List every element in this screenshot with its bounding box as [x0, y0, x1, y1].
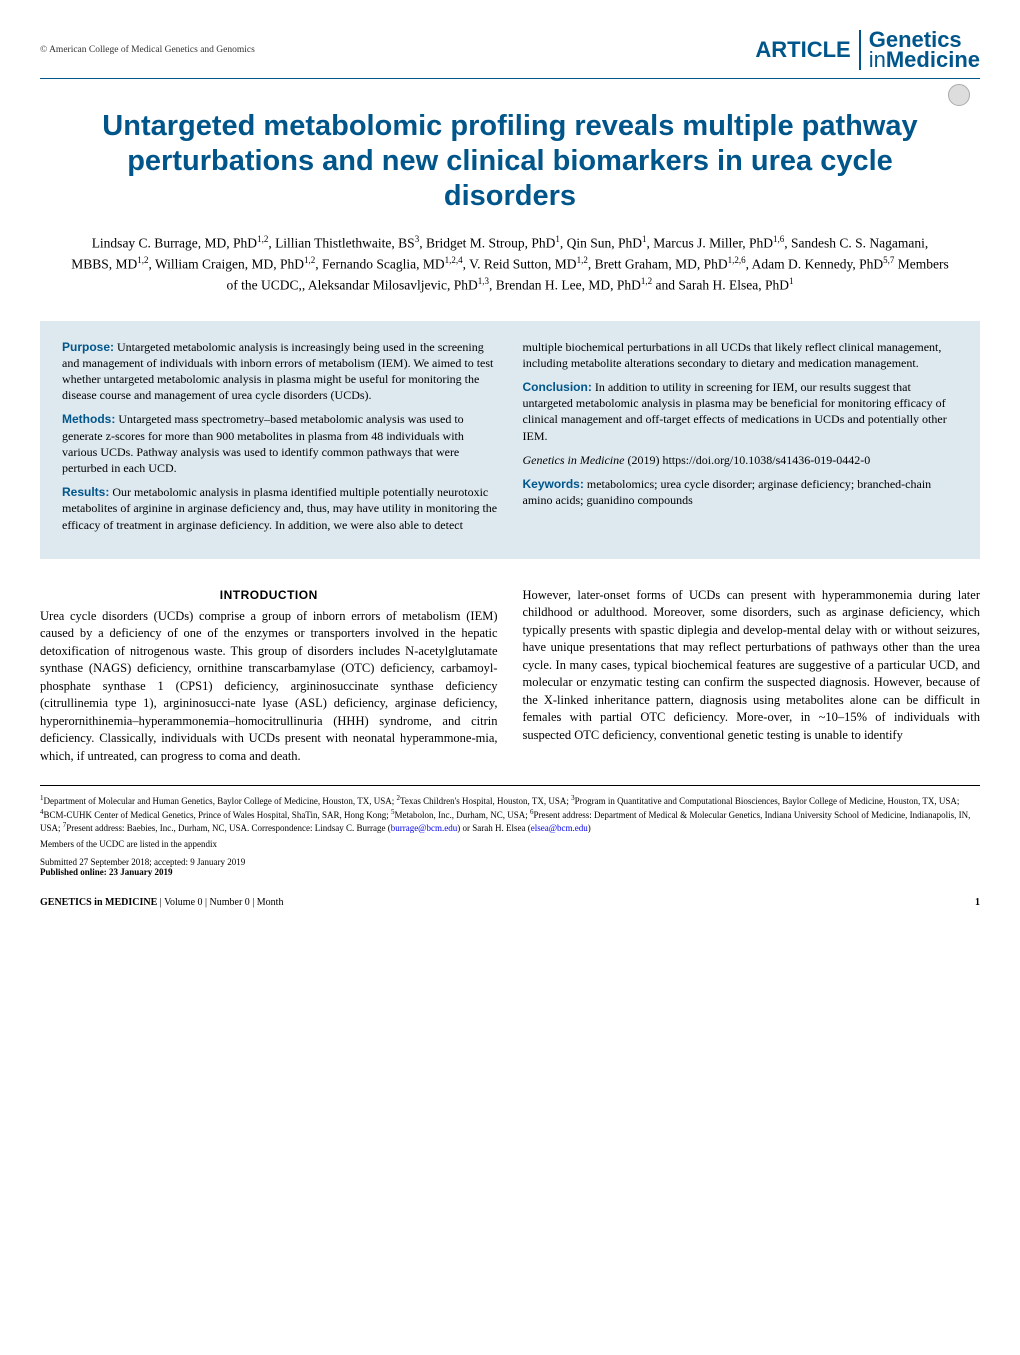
results-label: Results: — [62, 485, 109, 499]
intro-col1-text: Urea cycle disorders (UCDs) comprise a g… — [40, 608, 498, 766]
body-columns: INTRODUCTION Urea cycle disorders (UCDs)… — [40, 587, 980, 765]
appendix-note: Members of the UCDC are listed in the ap… — [40, 839, 980, 849]
citation-rest: (2019) https://doi.org/10.1038/s41436-01… — [624, 453, 870, 467]
methods-text: Untargeted mass spectrometry–based metab… — [62, 412, 464, 475]
authors-block: Lindsay C. Burrage, MD, PhD1,2, Lillian … — [70, 233, 950, 295]
footer-row: GENETICS in MEDICINE | Volume 0 | Number… — [40, 897, 980, 908]
abstract-right-col: multiple biochemical perturbations in al… — [523, 339, 959, 541]
brand-divider — [859, 30, 861, 70]
results-text: Our metabolomic analysis in plasma ident… — [62, 485, 497, 531]
results-continued: multiple biochemical perturbations in al… — [523, 339, 959, 371]
citation-journal: Genetics in Medicine — [523, 453, 625, 467]
published-online: Published online: 23 January 2019 — [40, 867, 980, 877]
footer-volume: | Volume 0 | Number 0 | Month — [157, 897, 283, 908]
brand-inmedicine: inMedicine — [869, 50, 980, 70]
article-title: Untargeted metabolomic profiling reveals… — [100, 109, 920, 213]
purpose-label: Purpose: — [62, 340, 114, 354]
body-left-col: INTRODUCTION Urea cycle disorders (UCDs)… — [40, 587, 498, 765]
methods-label: Methods: — [62, 412, 115, 426]
intro-heading: INTRODUCTION — [40, 587, 498, 604]
copyright-text: © American College of Medical Genetics a… — [40, 45, 255, 55]
footer-page-num: 1 — [975, 897, 980, 908]
footer-left: GENETICS in MEDICINE | Volume 0 | Number… — [40, 897, 283, 908]
affiliations-block: 1Department of Molecular and Human Genet… — [40, 785, 980, 835]
header-row: © American College of Medical Genetics a… — [40, 30, 980, 70]
submitted-text: Submitted 27 September 2018; accepted: 9… — [40, 857, 980, 867]
intro-col2-text: However, later-onset forms of UCDs can p… — [523, 587, 981, 745]
methods-para: Methods: Untargeted mass spectrometry–ba… — [62, 411, 498, 476]
keywords-label: Keywords: — [523, 477, 584, 491]
keywords-text: metabolomics; urea cycle disorder; argin… — [523, 477, 932, 507]
body-right-col: However, later-onset forms of UCDs can p… — [523, 587, 981, 765]
article-label: ARTICLE — [755, 37, 850, 63]
footer-journal: GENETICS in MEDICINE — [40, 897, 157, 908]
brand-medicine: Medicine — [886, 47, 980, 72]
abstract-box: Purpose: Untargeted metabolomic analysis… — [40, 321, 980, 559]
conclusion-para: Conclusion: In addition to utility in sc… — [523, 379, 959, 444]
results-para: Results: Our metabolomic analysis in pla… — [62, 484, 498, 533]
conclusion-label: Conclusion: — [523, 380, 592, 394]
purpose-text: Untargeted metabolomic analysis is incre… — [62, 340, 493, 403]
keywords-para: Keywords: metabolomics; urea cycle disor… — [523, 476, 959, 508]
brand-text-block: Genetics inMedicine — [869, 30, 980, 70]
citation-para: Genetics in Medicine (2019) https://doi.… — [523, 452, 959, 468]
abstract-left-col: Purpose: Untargeted metabolomic analysis… — [62, 339, 498, 541]
top-rule — [40, 78, 980, 79]
purpose-para: Purpose: Untargeted metabolomic analysis… — [62, 339, 498, 404]
article-brand: ARTICLE Genetics inMedicine — [755, 30, 980, 70]
brand-in: in — [869, 47, 886, 72]
check-updates-icon[interactable] — [948, 84, 970, 106]
